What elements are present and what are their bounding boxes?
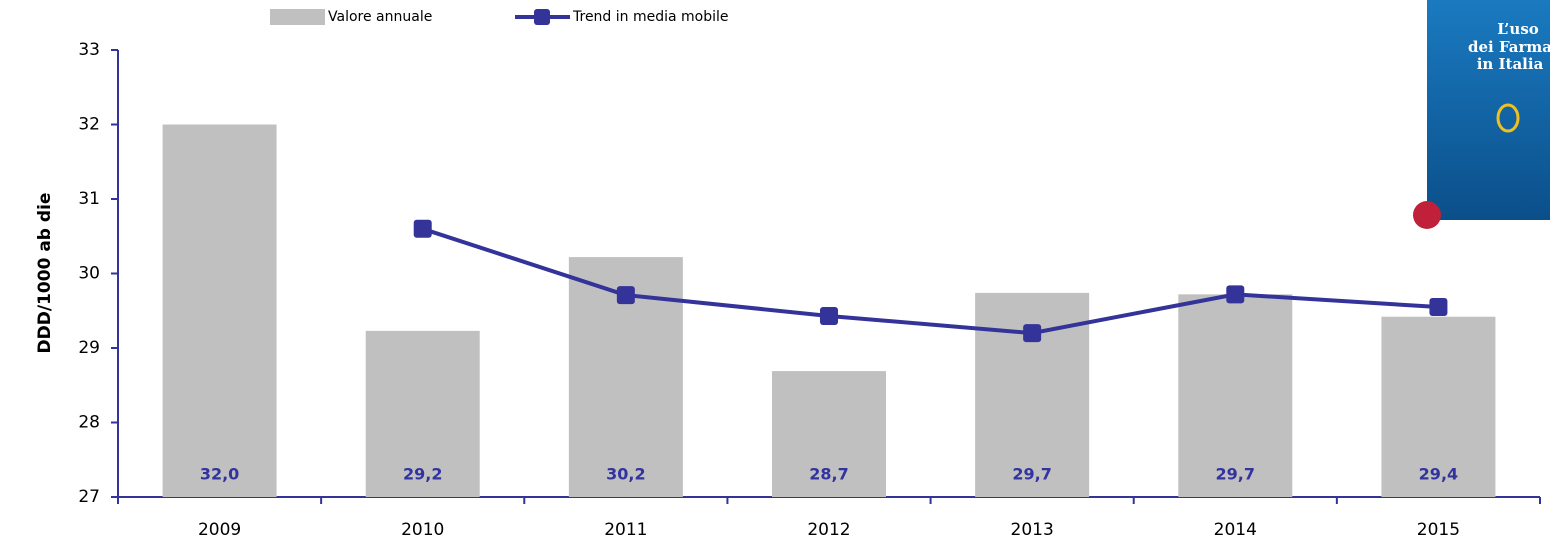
bar [772, 371, 886, 497]
cover-decoration [1413, 201, 1441, 229]
y-tick-label: 27 [78, 487, 100, 507]
bar [1178, 294, 1293, 497]
cover-line: L’uso [1497, 20, 1539, 38]
x-tick-label: 2009 [198, 520, 241, 540]
bar [365, 330, 480, 497]
y-tick-label: 30 [78, 264, 100, 284]
legend-swatch [270, 9, 325, 25]
cover-background [1427, 0, 1550, 220]
legend-swatch [534, 9, 550, 25]
legend-label: Valore annuale [328, 9, 432, 25]
trend-marker [1226, 285, 1245, 304]
x-tick-label: 2014 [1214, 520, 1257, 540]
x-tick-label: 2015 [1417, 520, 1460, 540]
trend-marker [820, 306, 838, 325]
legend-label: Trend in media mobile [572, 9, 729, 25]
y-tick-label: 31 [78, 189, 100, 209]
value-label: 30,2 [606, 465, 645, 484]
value-label: 29,7 [1012, 465, 1051, 484]
x-tick-label: 2013 [1011, 520, 1054, 540]
trend-marker [1429, 298, 1448, 317]
bar [1381, 316, 1496, 497]
y-tick-label: 33 [78, 40, 100, 60]
trend-line [422, 226, 1439, 336]
value-label: 29,4 [1419, 465, 1458, 484]
x-tick-label: 2012 [807, 520, 850, 540]
cover-logo [1496, 103, 1520, 133]
y-axis-label: DDD/1000 ab die [35, 193, 55, 354]
trend-marker [413, 219, 432, 238]
value-label: 29,7 [1216, 465, 1255, 484]
cover-line: in Italia [1477, 55, 1544, 73]
bar [162, 124, 277, 497]
value-label: 29,2 [403, 465, 442, 484]
y-tick-label: 29 [78, 338, 100, 358]
book-cover: L’uso dei Farma in Italia [1413, 0, 1550, 229]
x-tick-label: 2010 [401, 520, 444, 540]
trend-marker [1023, 324, 1042, 343]
x-tick-label: 2011 [604, 520, 647, 540]
value-label: 32,0 [200, 465, 239, 484]
y-tick-label: 32 [78, 115, 100, 135]
y-tick-label: 28 [78, 413, 100, 433]
trend-marker [616, 286, 635, 305]
cover-line: dei Farma [1468, 38, 1550, 56]
value-label: 28,7 [809, 465, 848, 484]
